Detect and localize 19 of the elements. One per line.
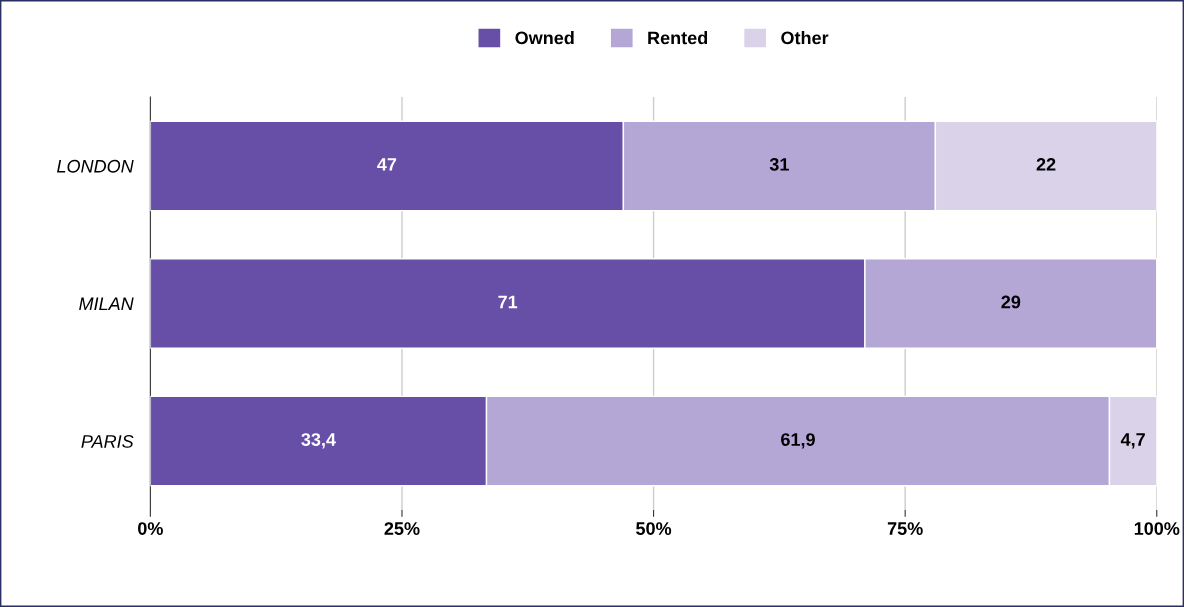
data-label: 22: [1036, 157, 1056, 171]
legend-label: Owned: [515, 31, 574, 45]
legend-label: Other: [781, 31, 829, 45]
data-label: 29: [1001, 295, 1021, 309]
data-label: 33,4: [301, 433, 336, 449]
x-tick-label: 50%: [636, 522, 672, 535]
data-label: 31: [769, 157, 789, 171]
y-tick-label: MILAN: [79, 297, 134, 311]
x-tick-label: 0%: [138, 522, 163, 535]
legend-label: Rented: [648, 31, 708, 45]
data-label: 4,7: [1120, 433, 1145, 449]
data-label: 71: [498, 295, 518, 309]
y-tick-label: LONDON: [57, 159, 134, 173]
x-tick-label: 100%: [1134, 522, 1180, 535]
x-tick-label: 25%: [384, 522, 420, 535]
data-label: 47: [377, 158, 397, 171]
x-tick-label: 75%: [887, 522, 923, 535]
data-label: 61,9: [781, 433, 815, 449]
y-tick-label: PARIS: [81, 435, 134, 448]
